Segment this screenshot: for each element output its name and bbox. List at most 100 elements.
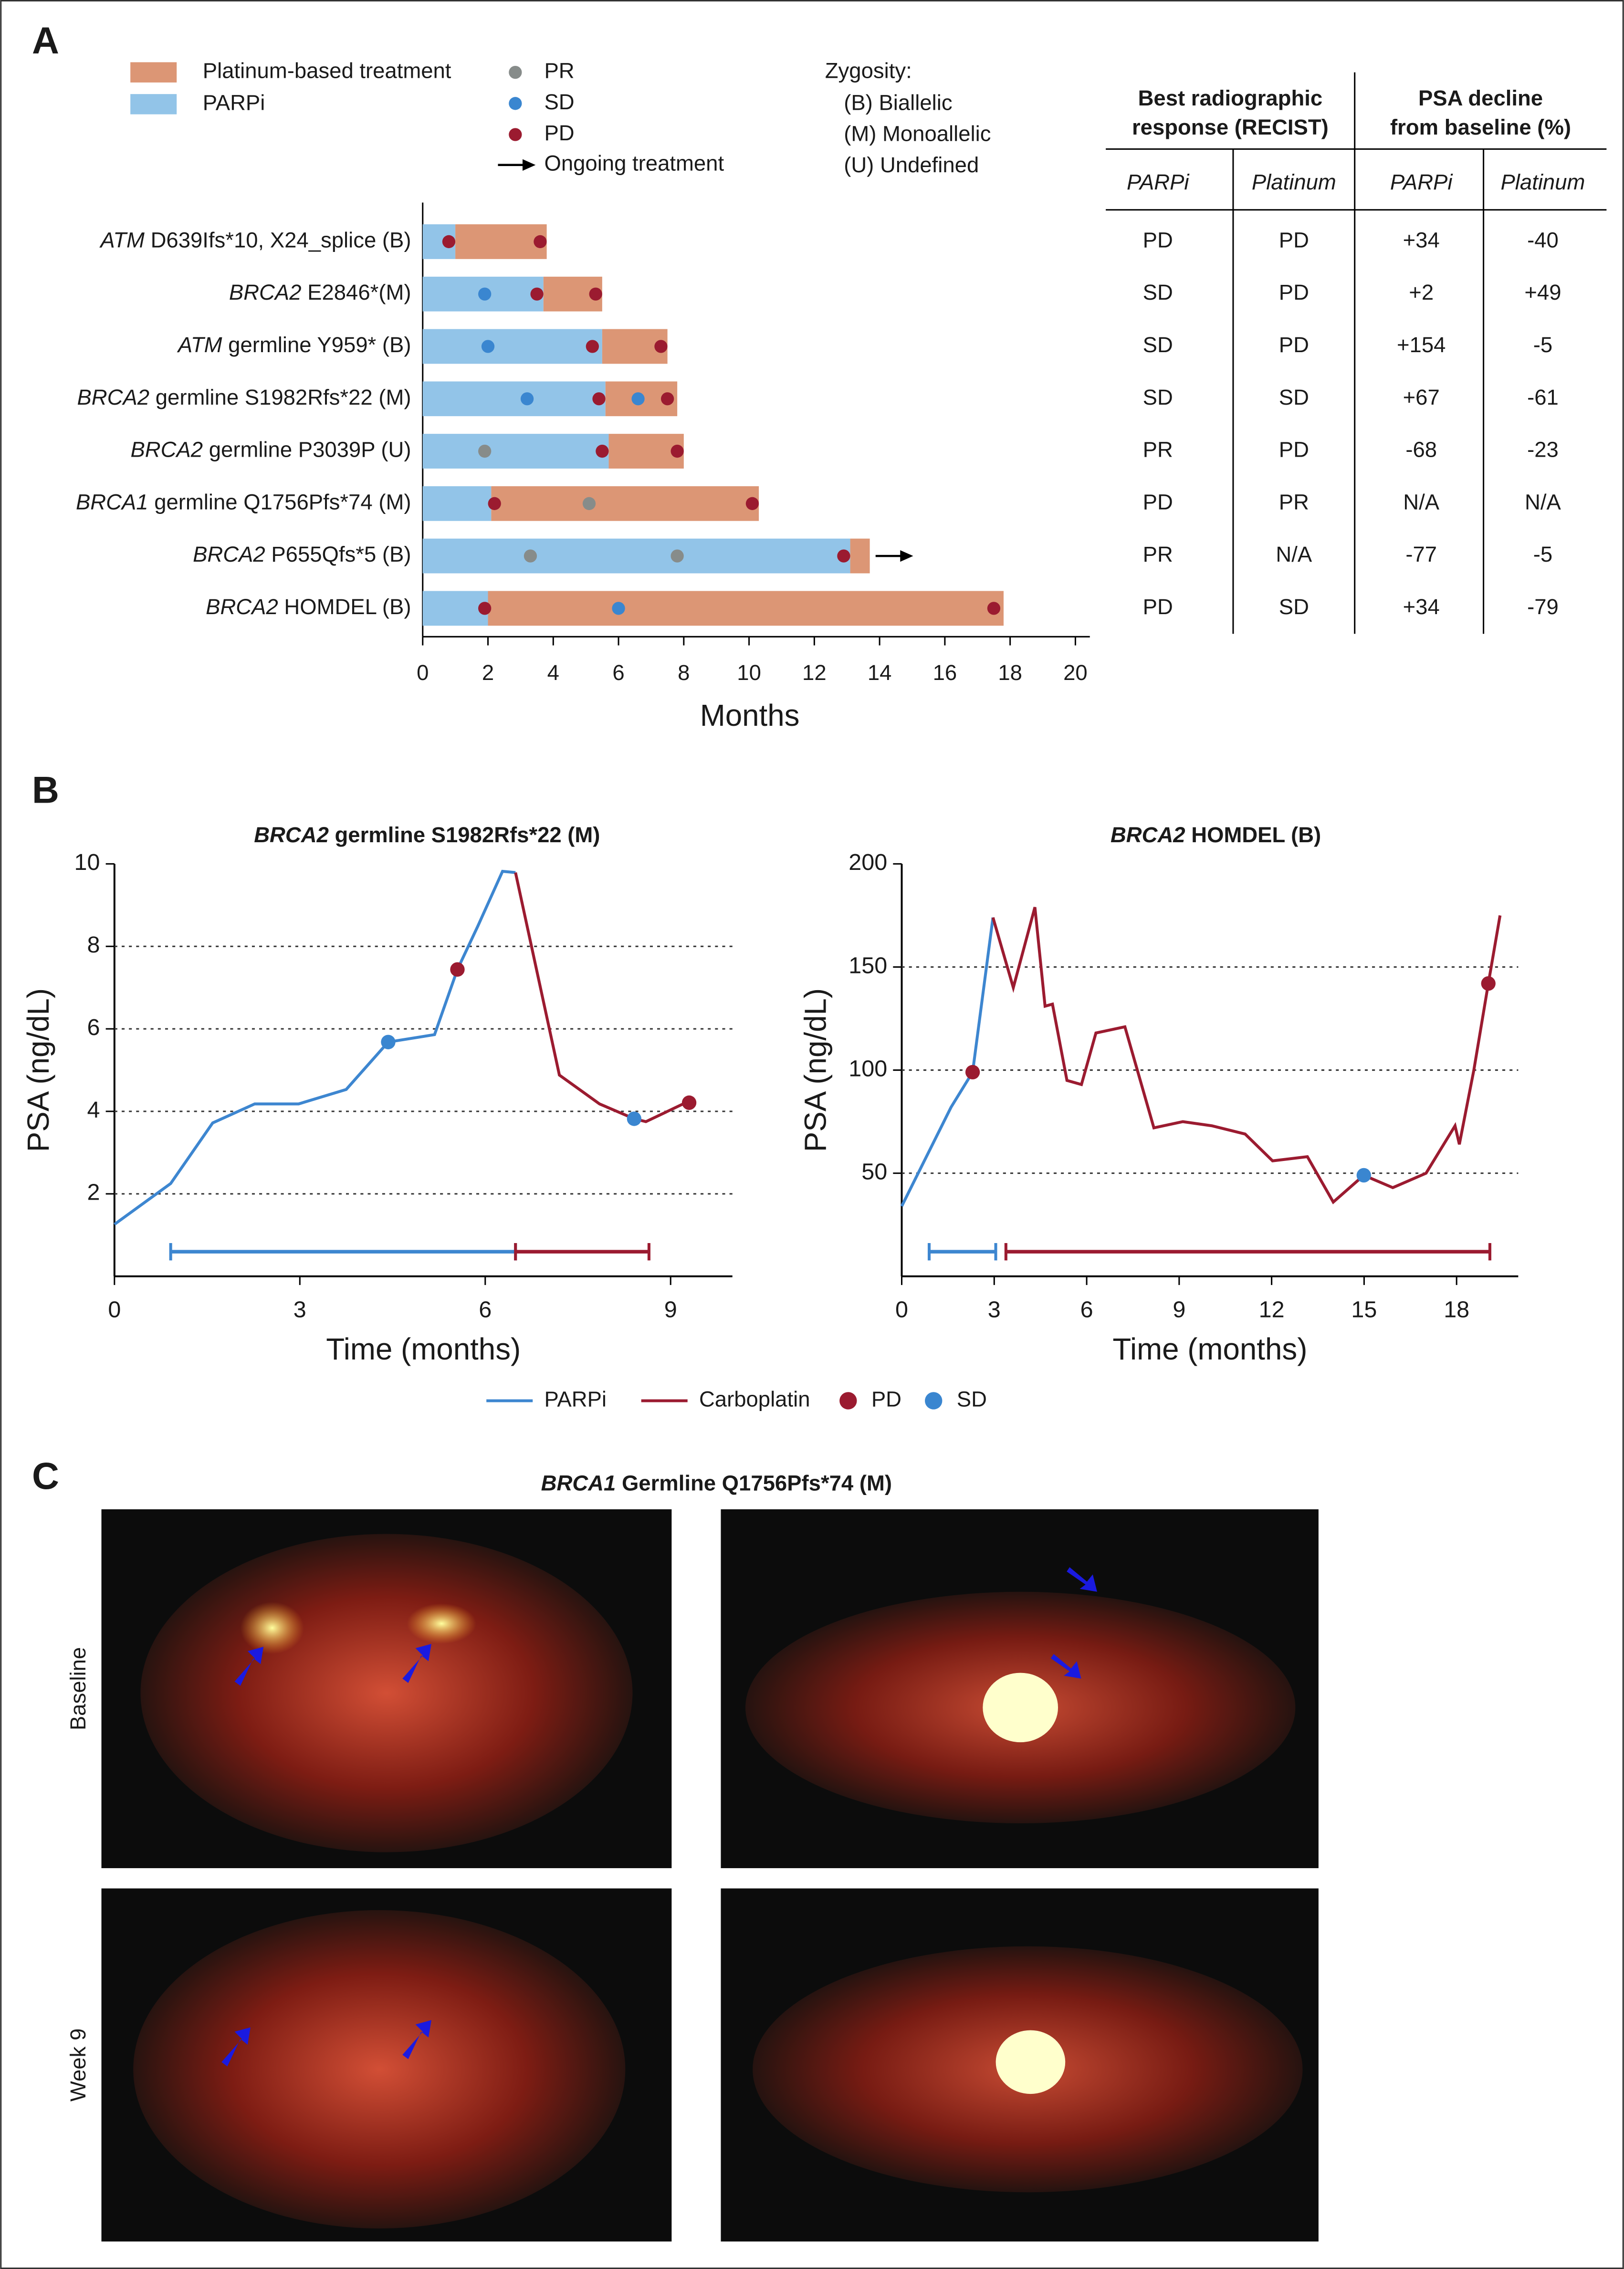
legend-dot	[925, 1392, 943, 1410]
y-tick-label: 2	[87, 1180, 100, 1205]
bar-segment	[422, 329, 602, 364]
pet-images	[101, 1509, 1319, 2242]
table-cell: -5	[1533, 333, 1552, 357]
legend-swatch	[130, 62, 177, 83]
table-cell: PD	[1143, 490, 1173, 514]
response-dot	[442, 235, 456, 249]
table-cell: N/A	[1276, 542, 1312, 566]
variant: germline Y959* (B)	[228, 333, 411, 357]
response-dot	[534, 235, 547, 249]
legend-swatch	[130, 94, 177, 115]
response-dot	[654, 340, 668, 353]
image	[995, 2030, 1066, 2094]
x-tick-label: 4	[547, 660, 559, 685]
header-line: PSA decline	[1418, 86, 1543, 110]
table-cell: -23	[1527, 438, 1559, 462]
response-dot	[671, 549, 684, 563]
row-label: Baseline	[66, 1647, 90, 1730]
legend-dot	[839, 1392, 857, 1410]
legend-label: Platinum-based treatment	[203, 59, 451, 83]
gene: BRCA2	[206, 595, 278, 619]
legend-label: SD	[957, 1387, 987, 1412]
image	[983, 1673, 1058, 1743]
x-tick-label: 9	[1173, 1297, 1185, 1322]
gene: BRCA2	[229, 280, 302, 304]
response-dot	[589, 287, 602, 301]
legend-label: (B) Biallelic	[844, 90, 952, 115]
table-cell: +49	[1524, 280, 1561, 304]
panel-label: A	[32, 20, 59, 62]
chart-title: BRCA2 germline S1982Rfs*22 (M)	[254, 823, 600, 847]
legend-label: (M) Monoallelic	[844, 122, 991, 146]
arrows	[221, 1567, 1097, 2067]
row-label: BRCA2 E2846*(M)	[229, 280, 411, 304]
y-tick-label: 10	[74, 849, 100, 875]
table-cell: +154	[1397, 333, 1446, 357]
table-cell: PD	[1279, 438, 1309, 462]
image	[140, 1534, 633, 1852]
x-tick-label: 0	[417, 660, 429, 685]
gene: BRCA2	[77, 385, 149, 409]
gene: BRCA2	[193, 542, 265, 566]
table-cell: -61	[1527, 385, 1559, 409]
row-label: BRCA1 germline Q1756Pfs*74 (M)	[76, 490, 411, 514]
table-cell: PD	[1279, 333, 1309, 357]
bar-segment	[455, 224, 547, 259]
legend-label: Carboplatin	[699, 1387, 810, 1412]
table-cell: +67	[1403, 385, 1440, 409]
x-tick-label: 10	[737, 660, 761, 685]
gene: ATM	[99, 228, 145, 252]
y-axis-label: PSA (ng/dL)	[21, 988, 55, 1152]
legend-label: PD	[544, 121, 574, 145]
row-label: BRCA2 P655Qfs*5 (B)	[193, 542, 411, 566]
legend-label: PARPi	[203, 90, 265, 115]
x-tick-label: 0	[108, 1297, 121, 1322]
variant: E2846*(M)	[307, 280, 411, 304]
table-cell: PD	[1143, 228, 1173, 252]
y-tick-label: 50	[861, 1159, 887, 1184]
x-tick-label: 16	[933, 660, 957, 685]
response-dot	[478, 444, 492, 458]
variant: D639Ifs*10, X24_splice (B)	[151, 228, 411, 252]
table-cell: SD	[1279, 595, 1309, 619]
x-tick-label: 14	[868, 660, 892, 685]
x-axis-label: Months	[700, 699, 800, 732]
table-subheader: Platinum	[1500, 170, 1585, 194]
title-rest: HOMDEL (B)	[1191, 823, 1321, 847]
title-rest: germline S1982Rfs*22 (M)	[335, 823, 600, 847]
table-cell: -68	[1405, 438, 1437, 462]
table-cell: SD	[1143, 333, 1173, 357]
ongoing-arrow	[900, 550, 913, 562]
response-dot	[488, 497, 501, 510]
line	[991, 907, 1502, 1204]
y-tick-label: 8	[87, 932, 100, 958]
gene: ATM	[177, 333, 222, 357]
legend-label: PD	[871, 1387, 901, 1412]
y-axis-label: PSA (ng/dL)	[798, 988, 832, 1152]
y-tick-label: 4	[87, 1097, 100, 1123]
bar-segment	[850, 538, 870, 574]
x-tick-label: 18	[998, 660, 1022, 685]
row-label: BRCA2 germline S1982Rfs*22 (M)	[77, 385, 411, 409]
x-tick-label: 18	[1444, 1297, 1469, 1322]
table-cell: -5	[1533, 542, 1552, 566]
response-dot	[596, 444, 609, 458]
table-cell: +34	[1403, 595, 1440, 619]
x-tick-label: 6	[612, 660, 624, 685]
x-tick-label: 6	[1080, 1297, 1093, 1322]
x-tick-label: 6	[479, 1297, 492, 1322]
x-tick-label: 3	[988, 1297, 1001, 1322]
x-tick-label: 12	[1259, 1297, 1285, 1322]
panel-label: B	[32, 769, 59, 811]
table-cell: N/A	[1525, 490, 1561, 514]
bar-segment	[422, 538, 850, 574]
y-tick-label: 200	[849, 849, 887, 875]
y-tick-label: 150	[849, 952, 887, 978]
image	[133, 1910, 626, 2229]
header-line: Best radiographic	[1138, 86, 1323, 110]
legend-dot	[509, 97, 522, 110]
bar-segment	[422, 486, 492, 521]
response-dot	[524, 549, 537, 563]
row-label: ATM germline Y959* (B)	[177, 333, 411, 357]
panel-label: C	[32, 1455, 59, 1497]
